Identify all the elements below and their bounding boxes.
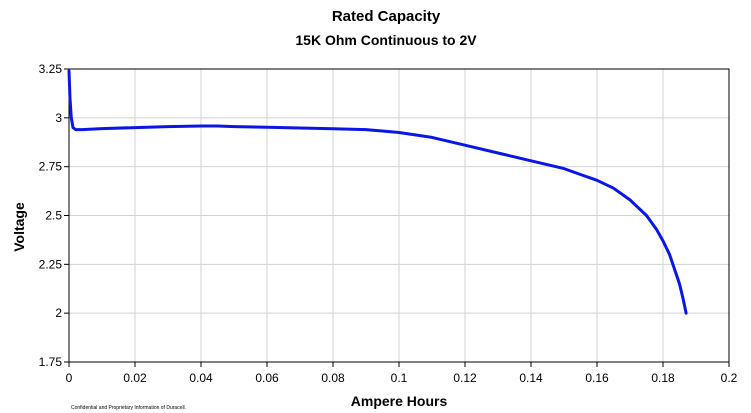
x-axis-label: Ampere Hours — [351, 393, 448, 409]
x-tick-label: 0.06 — [255, 371, 279, 385]
x-tick-label: 0.02 — [123, 371, 147, 385]
x-tick-label: 0.04 — [189, 371, 213, 385]
y-tick-label: 2.5 — [45, 209, 62, 223]
x-tick-label: 0.16 — [585, 371, 609, 385]
y-tick-label: 2 — [55, 306, 62, 320]
chart-subtitle: 15K Ohm Continuous to 2V — [295, 32, 477, 48]
y-tick-label: 1.75 — [39, 355, 63, 369]
x-tick-label: 0.18 — [651, 371, 675, 385]
x-tick-label: 0.1 — [391, 371, 408, 385]
y-tick-label: 3.25 — [39, 62, 63, 76]
y-tick-labels: 1.75 2 2.25 2.5 2.75 3 3.25 — [39, 62, 63, 369]
y-tick-label: 2.25 — [39, 257, 63, 271]
x-tick-label: 0.2 — [721, 371, 738, 385]
x-tick-labels: 0 0.02 0.04 0.06 0.08 0.1 0.12 0.14 0.16 0.18 0.2 — [66, 371, 738, 385]
y-axis-label: Voltage — [11, 202, 27, 252]
plot-border — [68, 68, 730, 363]
chart-title: Rated Capacity — [332, 8, 441, 25]
y-tick-label: 3 — [55, 111, 62, 125]
x-tick-label: 0.08 — [321, 371, 345, 385]
x-tick-label: 0.12 — [453, 371, 477, 385]
confidentiality-footnote: Confidential and Proprietary Information… — [71, 405, 186, 411]
tick-marks — [64, 68, 730, 367]
x-tick-label: 0.14 — [519, 371, 543, 385]
series-line — [67, 69, 688, 315]
x-tick-label: 0 — [66, 371, 73, 385]
y-tick-label: 2.75 — [39, 160, 63, 174]
